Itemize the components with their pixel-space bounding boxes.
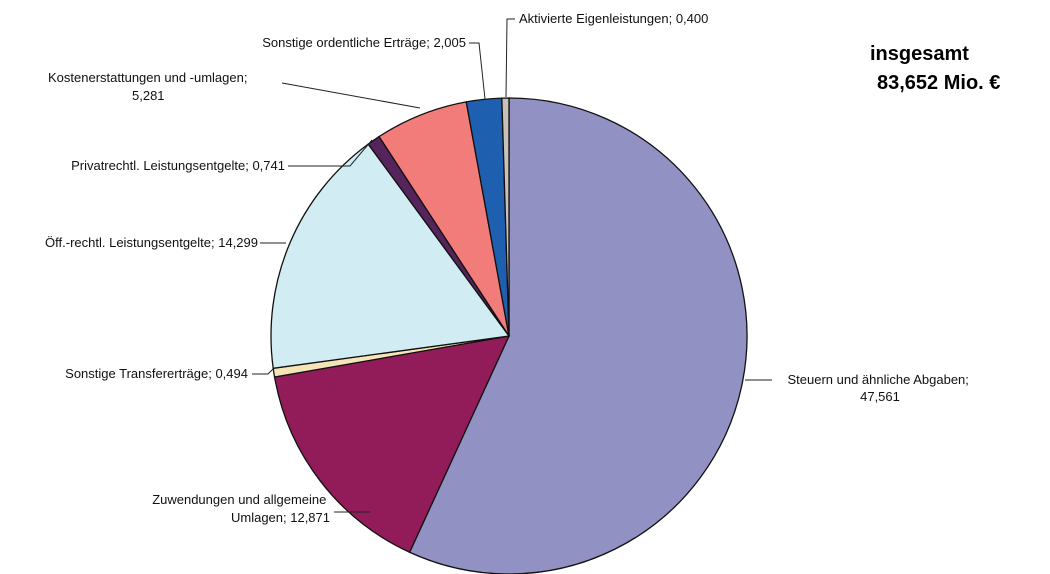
leader-line-privat (288, 139, 373, 167)
label-steuern: Steuern und ähnliche Abgaben; 47,561 (787, 372, 972, 404)
leader-line-sonstige-ertraege (469, 42, 486, 100)
label-sonstige-ertraege-line-1: Sonstige ordentliche Erträge; 2,005 (262, 35, 466, 50)
label-privat: Privatrechtl. Leistungsentgelte; 0,741 (71, 158, 285, 173)
label-kosten-line-2: 5,281 (132, 88, 165, 103)
label-kosten: Kostenerstattungen und -umlagen; 5,281 (48, 70, 251, 103)
pie-slice-aktiviert (501, 97, 510, 337)
total-line-1: insgesamt (870, 43, 969, 65)
label-transfer: Sonstige Transfererträge; 0,494 (65, 366, 248, 381)
leader-line-transfer (252, 368, 274, 375)
label-oeff: Öff.-rechtl. Leistungsentgelte; 14,299 (45, 235, 258, 250)
label-zuwendungen-line-2: Umlagen; 12,871 (231, 510, 330, 525)
label-transfer-line-1: Sonstige Transfererträge; 0,494 (65, 366, 248, 381)
leader-lines (252, 18, 772, 513)
label-zuwendungen: Zuwendungen und allgemeine Umlagen; 12,8… (152, 492, 330, 525)
label-aktiviert: Aktivierte Eigenleistungen; 0,400 (519, 11, 708, 26)
label-steuern-line-1: Steuern und ähnliche Abgaben; (787, 372, 968, 387)
label-steuern-line-2: 47,561 (860, 389, 900, 404)
pie-slice-steuern (408, 97, 748, 574)
label-zuwendungen-line-1: Zuwendungen und allgemeine (152, 492, 326, 507)
slice-labels: Steuern und ähnliche Abgaben; 47,561 Zuw… (45, 11, 972, 525)
pie-slice-oeff (270, 143, 511, 370)
label-oeff-line-1: Öff.-rechtl. Leistungsentgelte; 14,299 (45, 235, 258, 250)
label-privat-line-1: Privatrechtl. Leistungsentgelte; 0,741 (71, 158, 285, 173)
leader-line-kosten (281, 82, 421, 109)
label-sonstige-ertraege: Sonstige ordentliche Erträge; 2,005 (262, 35, 466, 50)
pie-slices (270, 97, 748, 574)
pie-slice-zuwendungen (273, 335, 511, 554)
label-aktiviert-line-1: Aktivierte Eigenleistungen; 0,400 (519, 11, 708, 26)
total-line-2: 83,652 Mio. € (877, 72, 1000, 94)
leader-line-aktiviert (505, 18, 515, 98)
label-kosten-line-1: Kostenerstattungen und -umlagen; (48, 70, 247, 85)
